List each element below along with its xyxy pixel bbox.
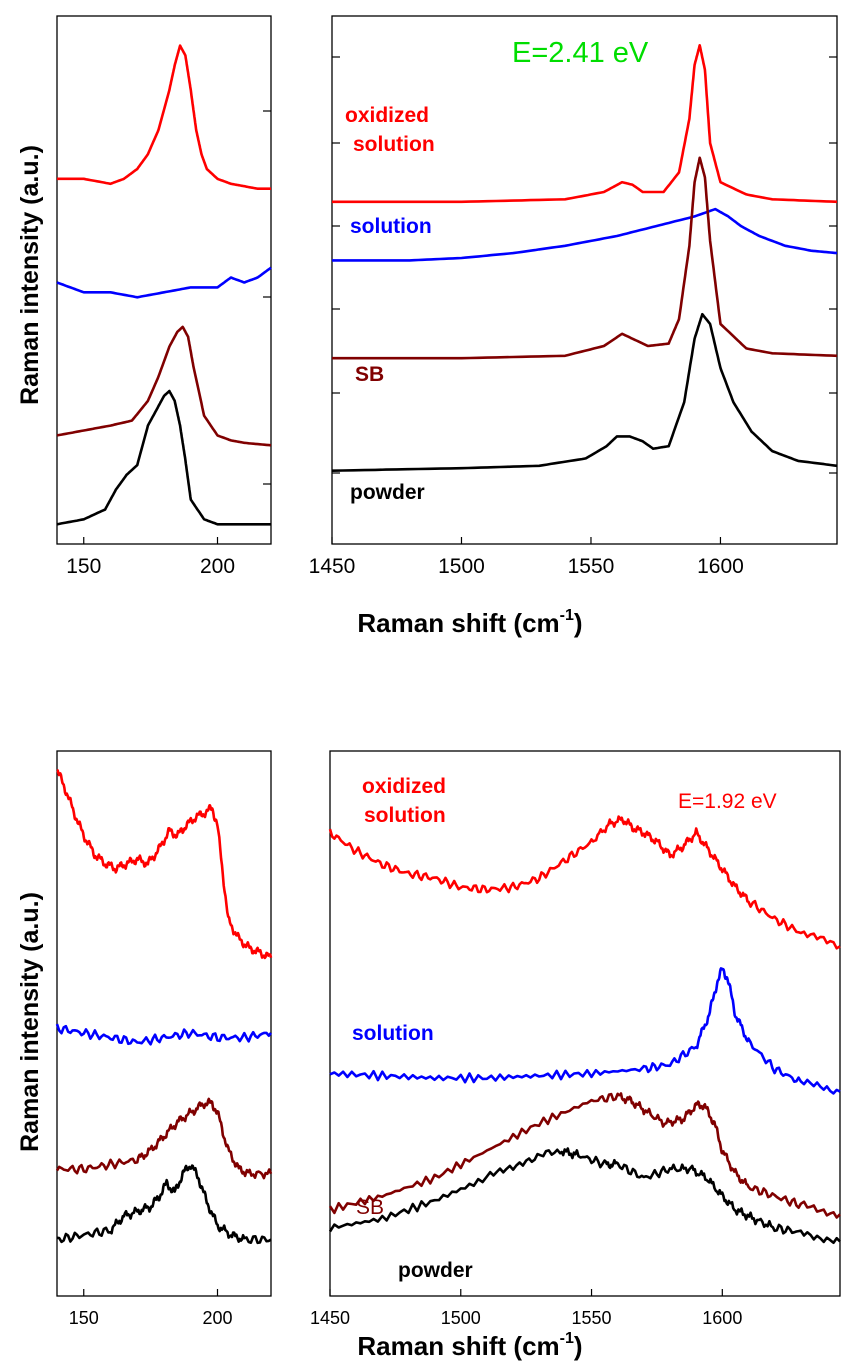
label-solution: solution: [350, 215, 432, 238]
x-tick-label: 1600: [702, 1308, 742, 1328]
x-tick-label: 150: [69, 1308, 99, 1328]
series-line-0: [56, 769, 273, 960]
x-tick-label: 1550: [568, 555, 615, 578]
series-line-1: [55, 1023, 273, 1046]
label-powder: powder: [398, 1259, 473, 1282]
x-tick-label: 1600: [697, 555, 744, 578]
series-group: [56, 44, 272, 526]
y-ticks: [332, 56, 837, 474]
label-oxidized-solution: solution: [364, 804, 446, 827]
x-ticks: 150 200: [69, 1289, 233, 1328]
y-axis-label-bottom: Raman intensity (a.u.): [16, 892, 44, 1152]
series-line-oxidized-solution: [332, 43, 838, 204]
series-line-SB: [332, 156, 838, 360]
panel-top-right: 1450 1500 1550 1600 E=2.41 eV oxidized solu…: [309, 15, 838, 578]
series-line-oxidized-solution: [328, 815, 841, 950]
x-tick-label: 1500: [441, 1308, 481, 1328]
y-axis-label-top: Raman intensity (a.u.): [16, 145, 44, 405]
label-sb: SB: [356, 1196, 384, 1219]
label-oxidized-solution: solution: [353, 133, 435, 156]
label-oxidized: oxidized: [345, 104, 429, 127]
plot-frame: [56, 750, 272, 1297]
series-line-2: [55, 1097, 273, 1180]
x-tick-label: 1450: [309, 555, 356, 578]
x-tick-label: 1450: [310, 1308, 350, 1328]
label-solution: solution: [352, 1022, 434, 1045]
series-line-solution: [329, 967, 841, 1095]
x-tick-label: 1500: [438, 555, 485, 578]
plot-frame: [329, 750, 841, 1297]
series-line-powder: [331, 312, 838, 472]
energy-annotation: E=1.92 eV: [678, 790, 777, 813]
label-powder: powder: [350, 481, 425, 504]
panel-top-left: 150 200: [56, 15, 272, 578]
x-axis-label-bottom: Raman shift (cm-1): [357, 1330, 582, 1361]
x-tick-label: 1550: [572, 1308, 612, 1328]
series-line-solution: [332, 207, 838, 262]
label-sb: SB: [355, 363, 384, 386]
series-line-2: [56, 325, 272, 447]
x-ticks: 1450 1500 1550 1600: [309, 537, 744, 578]
series-group: [331, 43, 838, 472]
y-ticks: [263, 110, 271, 485]
x-tick-label: 200: [200, 555, 235, 578]
x-ticks: 1450 1500 1550 1600: [310, 1289, 742, 1328]
x-tick-label: 150: [66, 555, 101, 578]
x-axis-label-top: Raman shift (cm-1): [357, 607, 582, 638]
plot-frame: [56, 15, 272, 545]
series-line-0: [57, 44, 272, 190]
series-group: [328, 815, 841, 1245]
plot-frame: [331, 15, 838, 545]
series-line-SB: [328, 1092, 841, 1219]
x-tick-label: 200: [202, 1308, 232, 1328]
series-line-3: [56, 1164, 272, 1245]
series-line-1: [56, 266, 272, 299]
panel-bottom-left: 150 200: [55, 750, 273, 1328]
energy-annotation: E=2.41 eV: [512, 37, 649, 69]
label-oxidized: oxidized: [362, 775, 446, 798]
series-line-powder: [328, 1147, 841, 1245]
series-group: [55, 769, 273, 1245]
x-ticks: 150 200: [66, 537, 235, 578]
panel-bottom-right: 1450 1500 1550 1600 E=1.92 eV oxidized solu…: [310, 750, 841, 1328]
series-line-3: [56, 389, 271, 526]
